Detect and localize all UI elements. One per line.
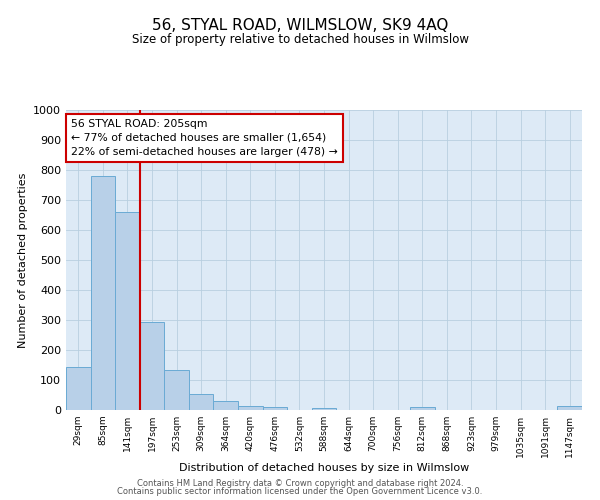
Bar	[557, 406, 582, 410]
Bar	[189, 394, 214, 410]
Text: Contains public sector information licensed under the Open Government Licence v3: Contains public sector information licen…	[118, 487, 482, 496]
Text: 56, STYAL ROAD, WILMSLOW, SK9 4AQ: 56, STYAL ROAD, WILMSLOW, SK9 4AQ	[152, 18, 448, 32]
Bar	[214, 401, 238, 410]
Bar	[410, 407, 434, 410]
Bar	[91, 176, 115, 410]
X-axis label: Distribution of detached houses by size in Wilmslow: Distribution of detached houses by size …	[179, 462, 469, 472]
Bar	[140, 322, 164, 410]
Bar	[164, 370, 189, 410]
Bar	[263, 407, 287, 410]
Bar	[238, 406, 263, 410]
Y-axis label: Number of detached properties: Number of detached properties	[17, 172, 28, 348]
Bar	[115, 212, 140, 410]
Text: 56 STYAL ROAD: 205sqm
← 77% of detached houses are smaller (1,654)
22% of semi-d: 56 STYAL ROAD: 205sqm ← 77% of detached …	[71, 119, 338, 157]
Text: Contains HM Land Registry data © Crown copyright and database right 2024.: Contains HM Land Registry data © Crown c…	[137, 478, 463, 488]
Text: Size of property relative to detached houses in Wilmslow: Size of property relative to detached ho…	[131, 32, 469, 46]
Bar	[312, 408, 336, 410]
Bar	[66, 366, 91, 410]
